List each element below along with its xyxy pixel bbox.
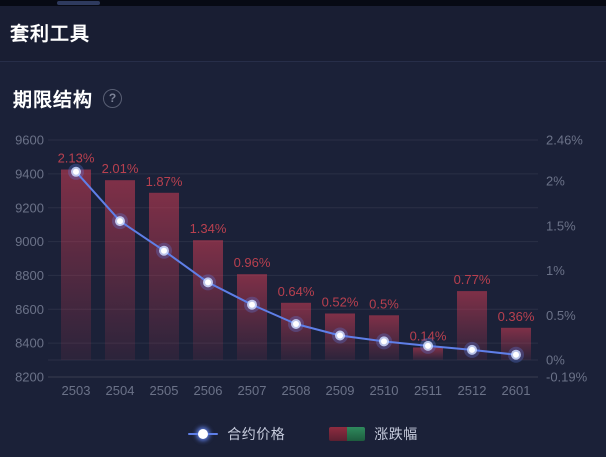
bar-value-label: 0.5% [369, 296, 399, 311]
price-point[interactable] [68, 163, 84, 180]
y-axis-label-left: 9000 [15, 234, 44, 249]
price-point[interactable] [288, 316, 304, 332]
bar-value-label: 0.64% [278, 284, 315, 299]
price-point[interactable] [376, 333, 392, 350]
y-axis-label-left: 8400 [15, 336, 44, 351]
y-axis-label-right: -0.19% [546, 370, 588, 385]
x-axis-label: 2511 [414, 383, 442, 398]
bar-value-label: 0.96% [234, 255, 271, 270]
y-axis-label-right: 2% [546, 174, 565, 189]
bar-value-label: 1.87% [146, 174, 183, 189]
change-bar[interactable] [149, 192, 179, 360]
bar-value-label: 0.36% [498, 309, 535, 324]
x-axis-label: 2510 [370, 383, 399, 398]
y-axis-label-right: 0.5% [546, 308, 576, 323]
y-axis-label-left: 8600 [15, 302, 44, 317]
legend-label-contract-price: 合约价格 [227, 426, 286, 442]
change-bar[interactable] [105, 180, 135, 360]
change-bar[interactable] [61, 169, 91, 361]
x-axis-label: 2509 [326, 383, 355, 398]
bar-value-label: 1.34% [190, 221, 227, 236]
legend-item-contract-price[interactable]: 合约价格 [188, 424, 285, 444]
price-point[interactable] [200, 274, 216, 291]
bar-value-label: 0.14% [410, 329, 447, 344]
line-series-icon [188, 427, 219, 441]
x-axis-label: 2503 [62, 383, 91, 398]
x-axis-label: 2601 [502, 383, 531, 398]
page-header: 套利工具 [0, 6, 606, 62]
chart-legend: 合约价格 涨跌幅 [0, 424, 606, 444]
y-axis-label-right: 1.5% [546, 218, 576, 233]
y-axis-label-left: 9400 [15, 166, 44, 181]
bar-value-label: 2.01% [102, 161, 139, 176]
change-bar[interactable] [193, 240, 223, 360]
price-point[interactable] [464, 341, 480, 358]
bar-value-label: 2.13% [58, 151, 95, 166]
change-bar[interactable] [237, 274, 267, 361]
y-axis-label-right: 1% [546, 263, 565, 278]
top-tab-indicator [57, 1, 100, 5]
y-axis-label-left: 9200 [15, 200, 44, 215]
section-header: 期限结构 ? [13, 85, 123, 111]
section-title: 期限结构 [13, 89, 94, 111]
y-axis-label-left: 9600 [15, 133, 44, 148]
x-axis-label: 2504 [106, 383, 135, 398]
y-axis-label-left: 8800 [15, 268, 44, 283]
change-bar[interactable] [413, 347, 443, 361]
bar-value-label: 0.77% [454, 272, 491, 287]
change-bar[interactable] [281, 302, 311, 360]
price-point[interactable] [244, 296, 260, 313]
term-structure-chart[interactable]: 2.13% 2.01% 1.87% 1.34% 0.96% 0.64% 0.52% 0.5% 0… [0, 113, 606, 413]
x-axis-label: 2512 [458, 383, 487, 398]
x-axis-label: 2505 [150, 383, 179, 398]
price-point[interactable] [332, 327, 348, 344]
price-point[interactable] [156, 242, 172, 259]
x-axis-label: 2508 [282, 383, 311, 398]
price-point[interactable] [508, 346, 524, 363]
help-icon[interactable]: ? [103, 88, 123, 108]
y-axis-label-right: 2.46% [546, 133, 583, 148]
bar-value-label: 0.52% [322, 295, 359, 310]
x-axis-label: 2506 [194, 383, 223, 398]
top-strip [0, 0, 606, 6]
legend-label-change-percent: 涨跌幅 [374, 426, 418, 442]
y-axis-label-right: 0% [546, 353, 565, 368]
price-point[interactable] [420, 337, 436, 354]
question-mark-glyph: ? [108, 91, 117, 105]
x-axis-label: 2507 [238, 383, 267, 398]
bar-series-icon [329, 427, 366, 441]
legend-item-change-percent[interactable]: 涨跌幅 [329, 424, 418, 444]
price-point[interactable] [112, 213, 128, 230]
y-axis-label-left: 8200 [15, 370, 44, 385]
page-title: 套利工具 [10, 24, 91, 45]
